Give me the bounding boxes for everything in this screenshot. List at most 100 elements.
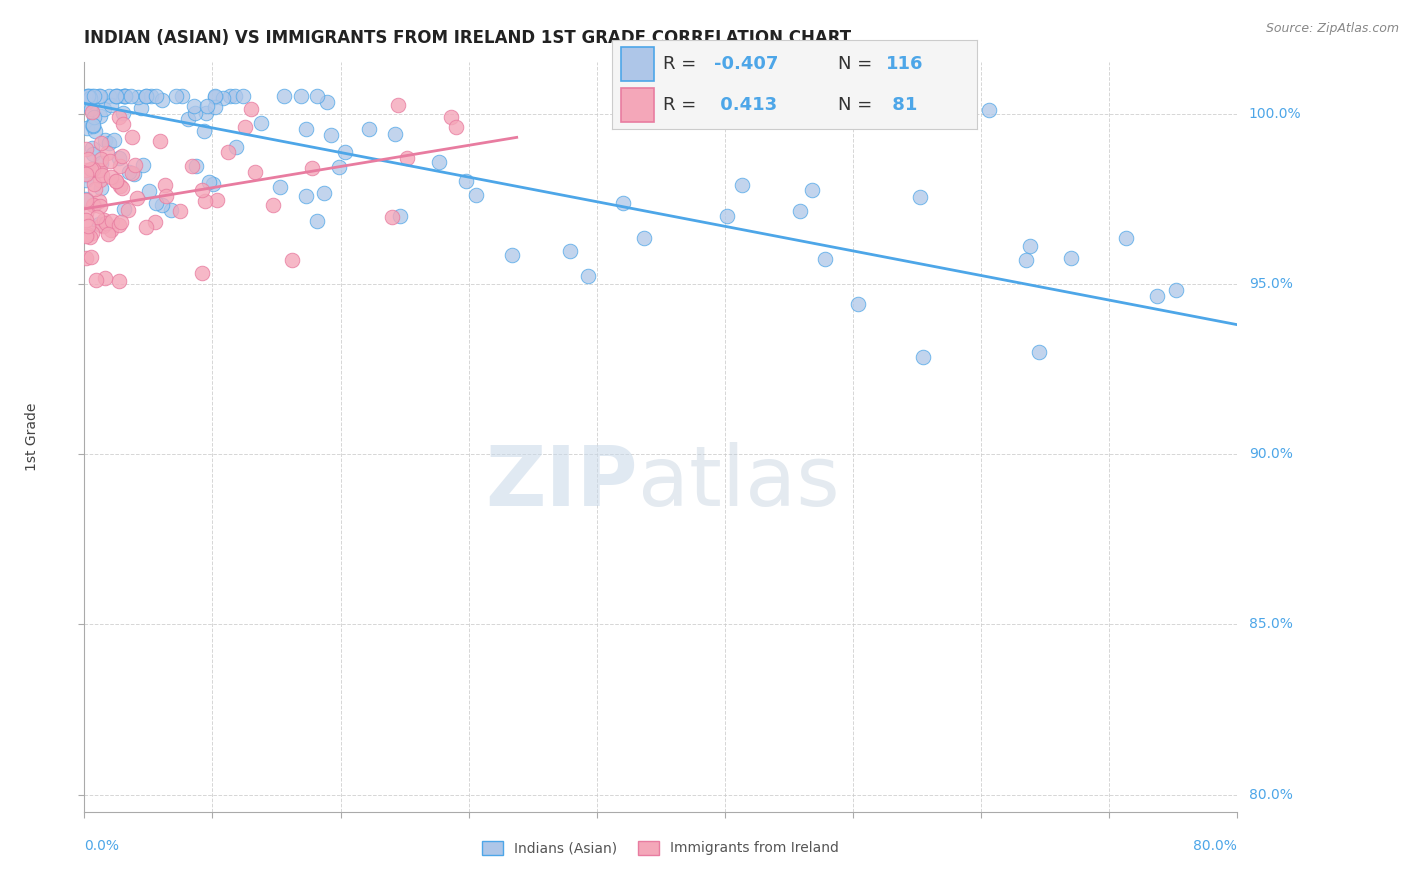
Point [195, 99, 218, 113]
Point [89, 173, 111, 187]
Point [83, 182, 105, 196]
Point [716, 209, 738, 223]
Point [205, 193, 228, 207]
Point [262, 198, 284, 212]
Point [465, 187, 488, 202]
Text: 0.0%: 0.0% [84, 839, 120, 853]
Text: ZIP: ZIP [485, 442, 638, 523]
Point [193, 124, 215, 138]
Point [82, 197, 104, 211]
Point [295, 121, 318, 136]
Point [80, 141, 103, 155]
Point [84, 273, 107, 287]
Point [135, 89, 157, 103]
Point [560, 244, 582, 258]
Point [111, 148, 134, 162]
Point [93, 213, 115, 227]
Point [104, 89, 127, 103]
Point [122, 167, 145, 181]
Point [387, 98, 409, 112]
Point [233, 120, 256, 134]
Point [145, 195, 167, 210]
Point [145, 89, 167, 103]
Point [76, 206, 98, 220]
Point [1166, 284, 1188, 298]
Point [160, 202, 183, 217]
Point [281, 252, 304, 267]
Point [731, 178, 754, 193]
Text: 100.0%: 100.0% [1249, 106, 1302, 120]
Point [97, 227, 120, 241]
Point [89, 199, 111, 213]
Point [75, 229, 97, 244]
Point [104, 174, 127, 188]
Point [75, 169, 97, 183]
Point [290, 89, 312, 103]
Point [243, 165, 266, 179]
Point [197, 175, 219, 189]
Point [191, 266, 214, 280]
Point [76, 227, 98, 241]
Point [111, 181, 134, 195]
Point [98, 136, 121, 150]
Point [83, 198, 105, 212]
Point [204, 89, 226, 103]
Point [121, 130, 143, 145]
Point [273, 89, 295, 103]
Point [801, 183, 824, 197]
Point [155, 189, 177, 203]
Point [89, 163, 111, 178]
Point [83, 177, 105, 191]
Point [87, 163, 110, 178]
Point [135, 219, 157, 234]
Point [979, 103, 1001, 117]
FancyBboxPatch shape [621, 88, 654, 122]
Point [217, 145, 239, 160]
Point [89, 155, 111, 169]
Point [427, 154, 450, 169]
Point [90, 136, 112, 150]
Point [82, 147, 104, 161]
Point [94, 271, 117, 285]
Point [359, 121, 381, 136]
Point [295, 189, 318, 203]
Point [75, 212, 97, 227]
Point [384, 127, 406, 141]
Point [112, 117, 135, 131]
Point [224, 89, 246, 103]
Point [100, 170, 122, 185]
Point [76, 89, 98, 103]
Point [75, 96, 97, 111]
Text: 80.0%: 80.0% [1194, 839, 1237, 853]
Point [170, 89, 193, 103]
Point [1019, 239, 1042, 253]
Point [186, 160, 208, 174]
Text: INDIAN (ASIAN) VS IMMIGRANTS FROM IRELAND 1ST GRADE CORRELATION CHART: INDIAN (ASIAN) VS IMMIGRANTS FROM IRELAN… [84, 29, 852, 47]
Point [191, 183, 214, 197]
Point [90, 218, 112, 232]
Text: 81: 81 [886, 96, 917, 114]
Point [98, 154, 121, 169]
Point [80, 104, 103, 119]
Point [91, 219, 114, 233]
Point [75, 162, 97, 177]
Point [454, 174, 477, 188]
Point [813, 252, 835, 266]
Point [240, 102, 263, 116]
Point [305, 89, 328, 103]
Point [82, 119, 104, 133]
Point [612, 195, 634, 210]
Point [107, 218, 129, 232]
Point [177, 112, 200, 126]
Point [180, 159, 202, 173]
Point [93, 102, 115, 116]
Text: 90.0%: 90.0% [1249, 447, 1292, 461]
Point [75, 167, 97, 181]
Text: -0.407: -0.407 [714, 55, 779, 73]
Point [316, 95, 339, 109]
Point [1028, 344, 1050, 359]
Text: N =: N = [838, 96, 879, 114]
Point [100, 97, 122, 112]
Point [789, 203, 811, 218]
Point [89, 217, 111, 231]
